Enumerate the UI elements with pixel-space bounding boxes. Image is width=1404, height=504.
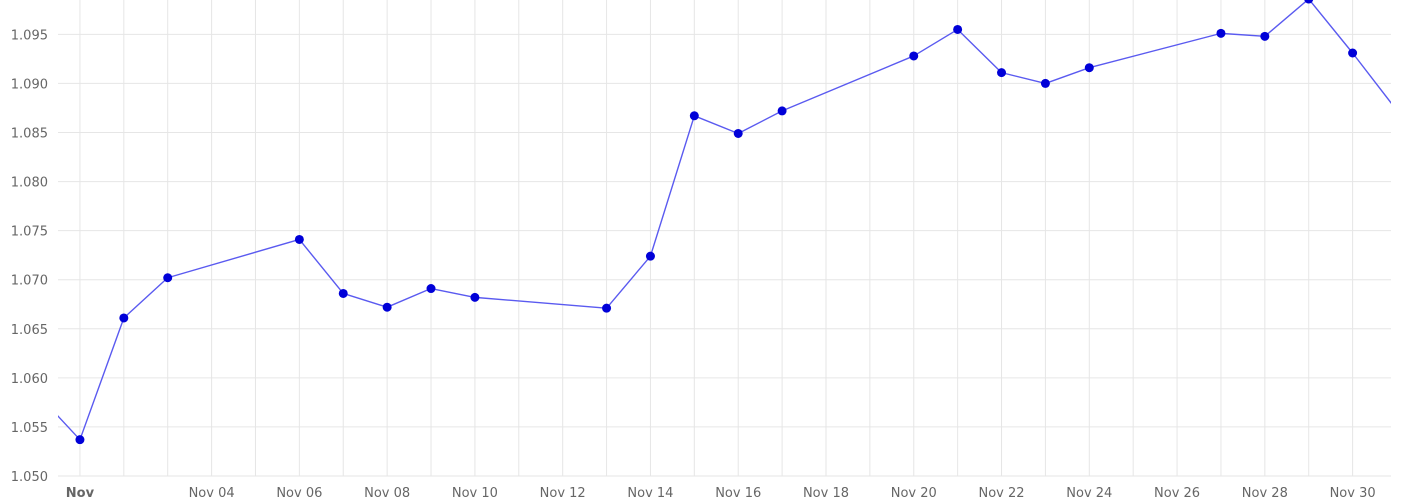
x-tick-label: Nov 06 bbox=[276, 486, 322, 501]
y-tick-label: 1.085 bbox=[11, 126, 48, 141]
data-point[interactable] bbox=[777, 106, 787, 116]
grid bbox=[58, 0, 1391, 477]
data-point[interactable] bbox=[1040, 78, 1050, 88]
data-point[interactable] bbox=[953, 24, 963, 34]
y-tick-label: 1.090 bbox=[11, 77, 48, 92]
x-tick-label: Nov 14 bbox=[627, 486, 673, 501]
x-tick-label: Nov 18 bbox=[803, 486, 849, 501]
data-point[interactable] bbox=[1304, 0, 1314, 4]
data-point[interactable] bbox=[645, 251, 655, 261]
data-point[interactable] bbox=[997, 68, 1007, 78]
data-point[interactable] bbox=[909, 51, 919, 61]
y-tick-label: 1.070 bbox=[11, 274, 48, 289]
x-tick-label: Nov 26 bbox=[1154, 486, 1200, 501]
x-tick-label: Nov 20 bbox=[891, 486, 937, 501]
y-tick-label: 1.050 bbox=[11, 470, 48, 485]
data-point[interactable] bbox=[75, 435, 85, 445]
x-tick-label: Nov 04 bbox=[189, 486, 235, 501]
data-point[interactable] bbox=[1084, 63, 1094, 73]
data-point[interactable] bbox=[338, 288, 348, 298]
x-axis: Nov Nov 04 Nov 06 Nov 08 Nov 10 Nov 12 Nov 14 N… bbox=[66, 486, 1376, 501]
x-tick-label: Nov 10 bbox=[452, 486, 498, 501]
y-tick-label: 1.075 bbox=[11, 225, 48, 240]
data-point[interactable] bbox=[470, 292, 480, 302]
data-point[interactable] bbox=[1216, 28, 1226, 38]
data-point[interactable] bbox=[382, 302, 392, 312]
x-tick-label: Nov 22 bbox=[978, 486, 1024, 501]
series-line bbox=[58, 0, 1391, 441]
data-point[interactable] bbox=[294, 234, 304, 244]
data-point[interactable] bbox=[426, 284, 436, 294]
x-tick-label: Nov 08 bbox=[364, 486, 410, 501]
y-tick-label: 1.055 bbox=[11, 421, 48, 436]
data-point[interactable] bbox=[733, 128, 743, 138]
y-tick-label: 1.060 bbox=[11, 372, 48, 387]
series bbox=[58, 0, 1391, 445]
data-point[interactable] bbox=[1260, 31, 1270, 41]
data-point[interactable] bbox=[163, 273, 173, 283]
x-tick-label: Nov 28 bbox=[1242, 486, 1288, 501]
x-tick-label: Nov 16 bbox=[715, 486, 761, 501]
x-tick-label: Nov 24 bbox=[1066, 486, 1112, 501]
y-tick-label: 1.080 bbox=[11, 176, 48, 191]
x-tick-label: Nov 12 bbox=[540, 486, 586, 501]
y-axis: 1.050 1.055 1.060 1.065 1.070 1.075 1.080 1.085… bbox=[11, 28, 48, 485]
y-tick-label: 1.065 bbox=[11, 323, 48, 338]
data-point[interactable] bbox=[119, 313, 129, 323]
x-tick-label: Nov bbox=[66, 486, 95, 501]
x-tick-label: Nov 30 bbox=[1330, 486, 1376, 501]
data-point[interactable] bbox=[689, 111, 699, 121]
data-point[interactable] bbox=[1348, 48, 1358, 58]
data-point[interactable] bbox=[602, 303, 612, 313]
y-tick-label: 1.095 bbox=[11, 28, 48, 43]
